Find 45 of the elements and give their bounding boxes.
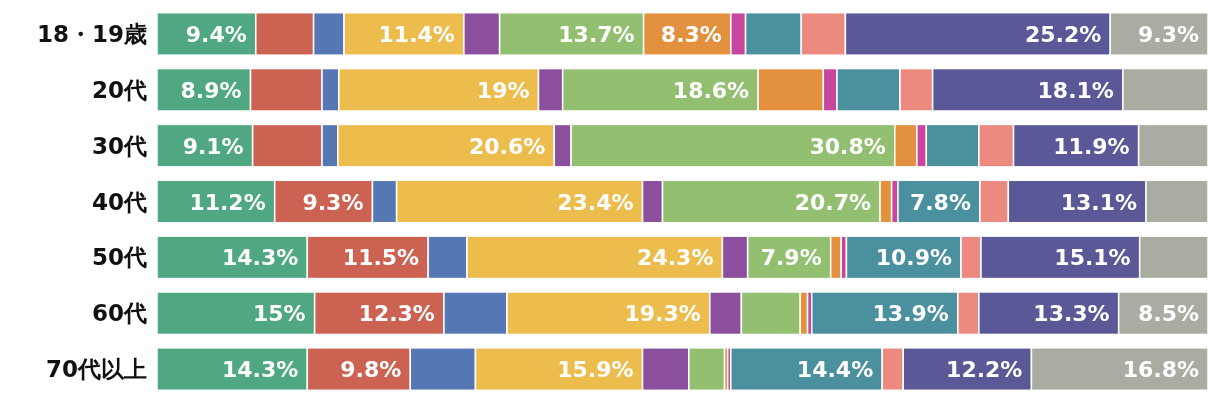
y-tick-label: 70代以上 bbox=[45, 356, 147, 383]
data-label: 13.3% bbox=[1033, 301, 1110, 327]
data-label: 7.9% bbox=[760, 245, 822, 271]
data-label: 8.9% bbox=[180, 77, 242, 103]
y-tick-label: 30代 bbox=[91, 132, 147, 159]
data-label: 13.7% bbox=[558, 21, 635, 47]
data-label: 11.5% bbox=[342, 245, 420, 271]
data-label: 13.9% bbox=[872, 301, 949, 327]
data-label: 8.3% bbox=[660, 21, 722, 47]
y-tick-label: 60代 bbox=[91, 300, 147, 327]
data-label: 10.9% bbox=[875, 245, 953, 271]
data-label: 23.4% bbox=[557, 189, 634, 215]
data-label: 13.1% bbox=[1060, 189, 1137, 215]
data-label: 30.8% bbox=[809, 133, 886, 159]
data-label: 24.3% bbox=[637, 245, 714, 271]
data-label: 20.7% bbox=[794, 189, 872, 215]
data-label: 14.4% bbox=[796, 357, 874, 383]
data-label: 11.4% bbox=[378, 21, 455, 47]
data-label: 9.8% bbox=[340, 357, 402, 383]
data-label: 19% bbox=[476, 77, 530, 103]
data-label: 15% bbox=[252, 301, 306, 327]
data-label: 7.8% bbox=[909, 189, 971, 215]
data-label: 11.2% bbox=[189, 189, 266, 215]
y-tick-label: 20代 bbox=[91, 76, 147, 103]
data-label: 12.3% bbox=[358, 301, 435, 327]
data-label: 9.3% bbox=[1137, 21, 1199, 47]
data-label: 14.3% bbox=[221, 357, 299, 383]
data-label: 11.9% bbox=[1053, 133, 1130, 159]
data-label: 15.9% bbox=[557, 357, 634, 383]
y-tick-label: 18・19歳 bbox=[36, 20, 147, 47]
data-label: 8.5% bbox=[1137, 301, 1199, 327]
data-label: 18.6% bbox=[672, 77, 750, 103]
data-label: 15.1% bbox=[1054, 245, 1131, 271]
data-label: 20.6% bbox=[468, 133, 546, 159]
data-label: 19.3% bbox=[624, 301, 701, 327]
data-label: 12.2% bbox=[946, 357, 1023, 383]
data-label: 9.3% bbox=[302, 189, 364, 215]
y-tick-label: 50代 bbox=[91, 244, 147, 271]
data-label: 18.1% bbox=[1037, 77, 1114, 103]
data-label: 9.4% bbox=[185, 21, 247, 47]
data-label: 25.2% bbox=[1024, 21, 1102, 47]
data-label: 14.3% bbox=[221, 245, 299, 271]
data-label: 9.1% bbox=[182, 133, 244, 159]
y-tick-label: 40代 bbox=[91, 188, 147, 215]
data-label: 16.8% bbox=[1122, 357, 1199, 383]
